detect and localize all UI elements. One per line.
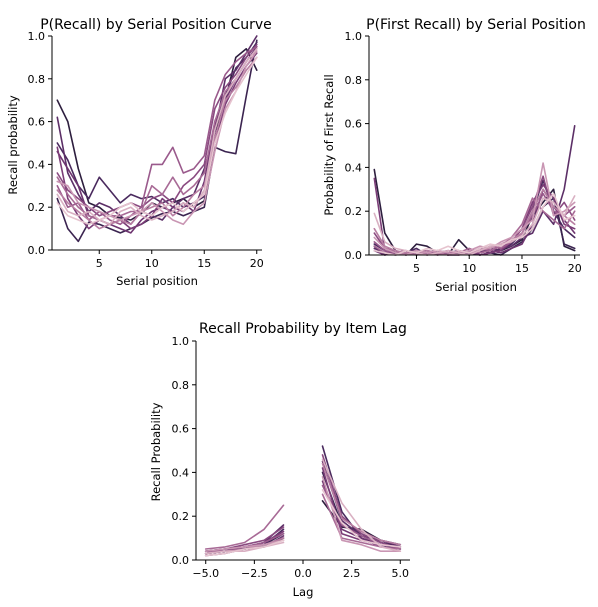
chart-title: P(First Recall) by Serial Position [366,17,586,33]
series-line-10 [373,188,576,256]
chart-recall-by-serial-position: P(Recall) by Serial Position Curve Recal… [6,17,272,288]
series-line-10 [56,56,258,230]
plot-area: 0.0 0.2 0.4 0.6 0.8 1.0 −5.0 −2.5 0.0 2.5 5.0 [172,335,410,580]
series-line-11 [373,162,576,256]
series-line-13 [56,56,258,226]
series-line-3 [56,41,258,208]
series-line-2 [373,197,576,256]
x-tick-label: 0.0 [294,567,312,580]
series-line-11-part2 [321,476,402,552]
series-line-9 [56,48,258,221]
series-line-9-part1 [204,504,285,550]
y-tick-label: 0.4 [345,161,363,174]
y-tick-label: 0.8 [345,74,363,87]
series-line-9 [373,197,576,256]
y-axis-label: Recall probability [6,95,20,195]
plot-area: 0.0 0.2 0.4 0.6 0.8 1.0 5 10 15 20 [28,30,264,270]
x-tick-label: −2.5 [241,567,268,580]
series-line-13-part2 [321,489,402,548]
x-tick-label: 5 [413,262,420,275]
y-tick-label: 0.6 [172,423,190,436]
x-tick-label: 20 [568,262,582,275]
series-line-12-part2 [321,458,402,552]
y-tick-label: 0.2 [172,510,190,523]
y-tick-label: 0.6 [345,118,363,131]
series-line-1 [56,48,258,221]
chart-title: Recall Probability by Item Lag [199,321,407,337]
y-tick-label: 0.4 [28,158,46,171]
y-tick-label: 0.6 [28,116,46,129]
x-tick-label: 15 [515,262,529,275]
x-tick-label: 15 [197,257,211,270]
x-tick-label: 2.5 [343,567,361,580]
x-axis-label: Lag [293,585,314,599]
series-line-10-part2 [321,462,402,546]
chart-recall-by-item-lag: Recall Probability by Item Lag Recall Pr… [149,321,410,599]
x-tick-label: −5.0 [192,567,219,580]
series-line-12 [56,48,258,226]
series-line-13-part1 [204,539,285,557]
x-axis-label: Serial position [116,274,198,288]
y-tick-label: 1.0 [172,335,190,348]
x-axis-label: Serial position [435,280,517,294]
series-line-2 [56,39,258,243]
y-tick-label: 1.0 [28,30,46,43]
series-line-6 [56,52,258,230]
y-tick-label: 0.2 [28,201,46,214]
y-tick-label: 0.8 [28,73,46,86]
chart-first-recall-by-serial-position: P(First Recall) by Serial Position Proba… [322,17,586,294]
x-tick-label: 5 [96,257,103,270]
y-tick-label: 0.0 [172,554,190,567]
series-line-11-part1 [204,539,285,552]
series-line-8 [373,192,576,256]
y-tick-label: 0.2 [345,205,363,218]
y-tick-label: 0.8 [172,379,190,392]
series-line-13 [373,192,576,256]
x-tick-label: 20 [250,257,264,270]
y-tick-label: 0.0 [345,249,363,262]
y-axis-label: Recall Probability [149,402,163,501]
y-tick-label: 1.0 [345,30,363,43]
y-tick-label: 0.4 [172,466,190,479]
plot-area: 0.0 0.2 0.4 0.6 0.8 1.0 5 10 15 20 [345,30,582,275]
x-tick-label: 5.0 [392,567,410,580]
chart-title: P(Recall) by Serial Position Curve [40,17,272,33]
y-axis-label: Probability of First Recall [322,74,336,215]
series-line-8 [56,45,258,226]
y-tick-label: 0.0 [28,244,46,257]
x-tick-label: 10 [462,262,476,275]
series-line-6 [373,177,576,256]
x-tick-label: 10 [145,257,159,270]
